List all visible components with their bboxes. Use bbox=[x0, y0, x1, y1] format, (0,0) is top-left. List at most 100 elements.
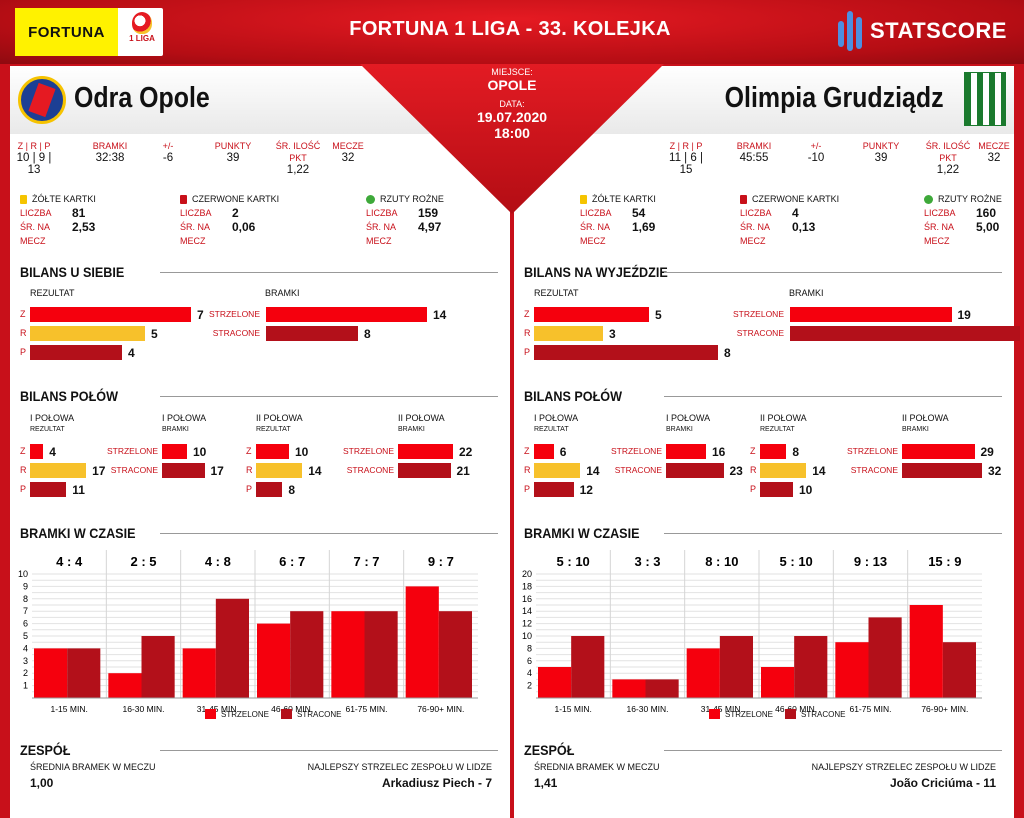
result-key: R bbox=[20, 328, 27, 338]
conceded-bar bbox=[868, 617, 902, 698]
x-category-label: 16-30 MIN. bbox=[626, 704, 668, 714]
half-value: 8 bbox=[792, 445, 800, 459]
top-scorer: Arkadiusz Piech - 7 bbox=[381, 776, 492, 790]
h2b-subtitle: BRAMKI bbox=[398, 426, 425, 433]
page-title: FORTUNA 1 LIGA - 33. KOLEJKA bbox=[349, 18, 671, 40]
period-score: 8 : 10 bbox=[705, 554, 738, 569]
result-bar bbox=[534, 307, 649, 322]
period-score: 9 : 13 bbox=[854, 554, 887, 569]
avg-goals-label: ŚREDNIA BRAMEK W MECZU bbox=[534, 762, 660, 772]
card-avg-row: ŚR. NA MECZ 2,53 bbox=[20, 220, 120, 248]
venue: OPOLE bbox=[487, 77, 537, 93]
card-count: 54 bbox=[632, 206, 646, 220]
half-result-key: Z bbox=[246, 446, 252, 456]
half-bar bbox=[760, 482, 793, 497]
card-group-1: CZERWONE KARTKI LICZBA 2 ŚR. NA MECZ 0,06 bbox=[180, 192, 280, 248]
period-score: 4 : 4 bbox=[56, 554, 83, 569]
half-result-key: Z bbox=[524, 446, 530, 456]
half-value: 10 bbox=[295, 445, 309, 459]
y-tick-label: 10 bbox=[18, 569, 28, 579]
scored-bar bbox=[182, 648, 216, 698]
chart-legend: STRZELONE STRACONE bbox=[709, 709, 857, 719]
card-avg-row: ŚR. NA MECZ 4,97 bbox=[366, 220, 466, 248]
stat-0: Z | R | P 10 | 9 | 13 bbox=[10, 140, 58, 176]
conceded-bar bbox=[571, 636, 605, 698]
period-score: 6 : 7 bbox=[279, 554, 305, 569]
result-value: 4 bbox=[128, 346, 135, 360]
half-result-key: P bbox=[750, 484, 757, 494]
result-value: 3 bbox=[609, 327, 616, 341]
half-goals-key: STRACONE bbox=[346, 465, 394, 475]
odra-opole-crest-icon bbox=[18, 76, 66, 124]
scored-bar bbox=[909, 605, 943, 698]
half-bar bbox=[162, 463, 205, 478]
y-tick-label: 3 bbox=[23, 656, 28, 666]
stat-value: 1,22 bbox=[286, 164, 310, 176]
card-group-title-text: CZERWONE KARTKI bbox=[192, 194, 280, 204]
half-value: 10 bbox=[799, 483, 813, 497]
section-rule bbox=[664, 750, 1002, 751]
result-value: 5 bbox=[151, 327, 158, 341]
olimpia-grudziadz-crest-icon bbox=[964, 72, 1006, 126]
half-bar bbox=[256, 482, 283, 497]
x-category-label: 31-45 MIN. bbox=[701, 704, 743, 714]
half-value: 14 bbox=[308, 464, 322, 478]
goals-label: BRAMKI bbox=[789, 288, 824, 298]
stat-label: ŚR. ILOŚĆ PKT bbox=[275, 141, 321, 163]
stat-label: MECZE bbox=[332, 141, 364, 151]
section-title: BRAMKI W CZASIE bbox=[524, 525, 640, 541]
match-info: MIEJSCE: OPOLE DATA: 19.07.2020 18:00 bbox=[440, 64, 584, 141]
card-count: 2 bbox=[232, 206, 239, 220]
card-avg-row: ŚR. NA MECZ 1,69 bbox=[580, 220, 680, 248]
card-group-title: RZUTY ROŻNE bbox=[366, 192, 466, 206]
yellow-card-icon bbox=[20, 194, 27, 204]
league-badge-label: 1 LIGA bbox=[129, 34, 155, 43]
scored-bar bbox=[612, 679, 646, 698]
x-category-label: 1-15 MIN. bbox=[51, 704, 88, 714]
stat-value: 39 bbox=[226, 152, 240, 164]
match-time: 18:00 bbox=[494, 125, 530, 141]
avg-goals-label: ŚREDNIA BRAMEK W MECZU bbox=[30, 762, 156, 772]
goals-over-time-chart: 2 4 6 8 10 12 14 16 18 20 5 : 10 1-15 MIN. 3 : 3 16-3… bbox=[514, 546, 1014, 736]
card-group-title-text: RZUTY ROŻNE bbox=[380, 194, 444, 204]
section-rule bbox=[664, 533, 1002, 534]
scored-bar bbox=[761, 667, 795, 698]
period-score: 5 : 10 bbox=[780, 554, 813, 569]
stat-label: ŚR. ILOŚĆ PKT bbox=[925, 141, 971, 163]
result-bar bbox=[30, 345, 122, 360]
card-count-row: LICZBA 54 bbox=[580, 206, 680, 220]
scored-bar bbox=[34, 648, 68, 698]
card-count-label: LICZBA bbox=[580, 208, 612, 218]
legend-item: STRACONE bbox=[785, 709, 845, 719]
stat-value: 10 | 9 | 13 bbox=[16, 152, 52, 176]
h1b-subtitle: BRAMKI bbox=[162, 426, 189, 433]
half-goals-key: STRACONE bbox=[850, 465, 898, 475]
x-category-label: 61-75 MIN. bbox=[849, 704, 891, 714]
conceded-bar bbox=[215, 598, 249, 698]
stat-value: 39 bbox=[874, 152, 888, 164]
red-card-icon bbox=[180, 194, 187, 204]
half-value: 6 bbox=[559, 445, 567, 459]
scored-bar bbox=[538, 667, 572, 698]
stat-1: BRAMKI 32:38 bbox=[80, 140, 140, 164]
goals-chart-svg: 1 2 3 4 5 6 7 8 9 10 4 : 4 1-15 MIN. 2 : 5 16-30 MIN.… bbox=[18, 550, 478, 714]
result-value: 8 bbox=[724, 346, 731, 360]
card-group-2: RZUTY ROŻNE LICZBA 160 ŚR. NA MECZ 5,00 bbox=[924, 192, 1024, 248]
stat-4: ŚR. ILOŚĆ PKT 1,22 bbox=[918, 140, 978, 176]
stat-4: ŚR. ILOŚĆ PKT 1,22 bbox=[268, 140, 328, 176]
team-stats-row: Z | R | P 11 | 6 | 15 BRAMKI 45:55 +/- -10 PUN… bbox=[514, 140, 1014, 176]
stat-value: 32:38 bbox=[95, 152, 125, 164]
card-group-title: RZUTY ROŻNE bbox=[924, 192, 1024, 206]
half-result-key: R bbox=[750, 465, 757, 475]
statscore-wordmark: STATSCORE bbox=[870, 18, 1007, 43]
half-value: 29 bbox=[980, 445, 994, 459]
x-category-label: 46-60 MIN. bbox=[271, 704, 313, 714]
half-value: 10 bbox=[193, 445, 207, 459]
half-goals-key: STRZELONE bbox=[610, 446, 662, 456]
card-avg-label: ŚR. NA MECZ bbox=[180, 222, 210, 246]
stat-3: PUNKTY 39 bbox=[208, 140, 258, 164]
half-value: 21 bbox=[456, 464, 470, 478]
stat-1: BRAMKI 45:55 bbox=[724, 140, 784, 164]
half-goals-key: STRACONE bbox=[110, 465, 158, 475]
avg-goals: 1,41 bbox=[534, 776, 558, 790]
